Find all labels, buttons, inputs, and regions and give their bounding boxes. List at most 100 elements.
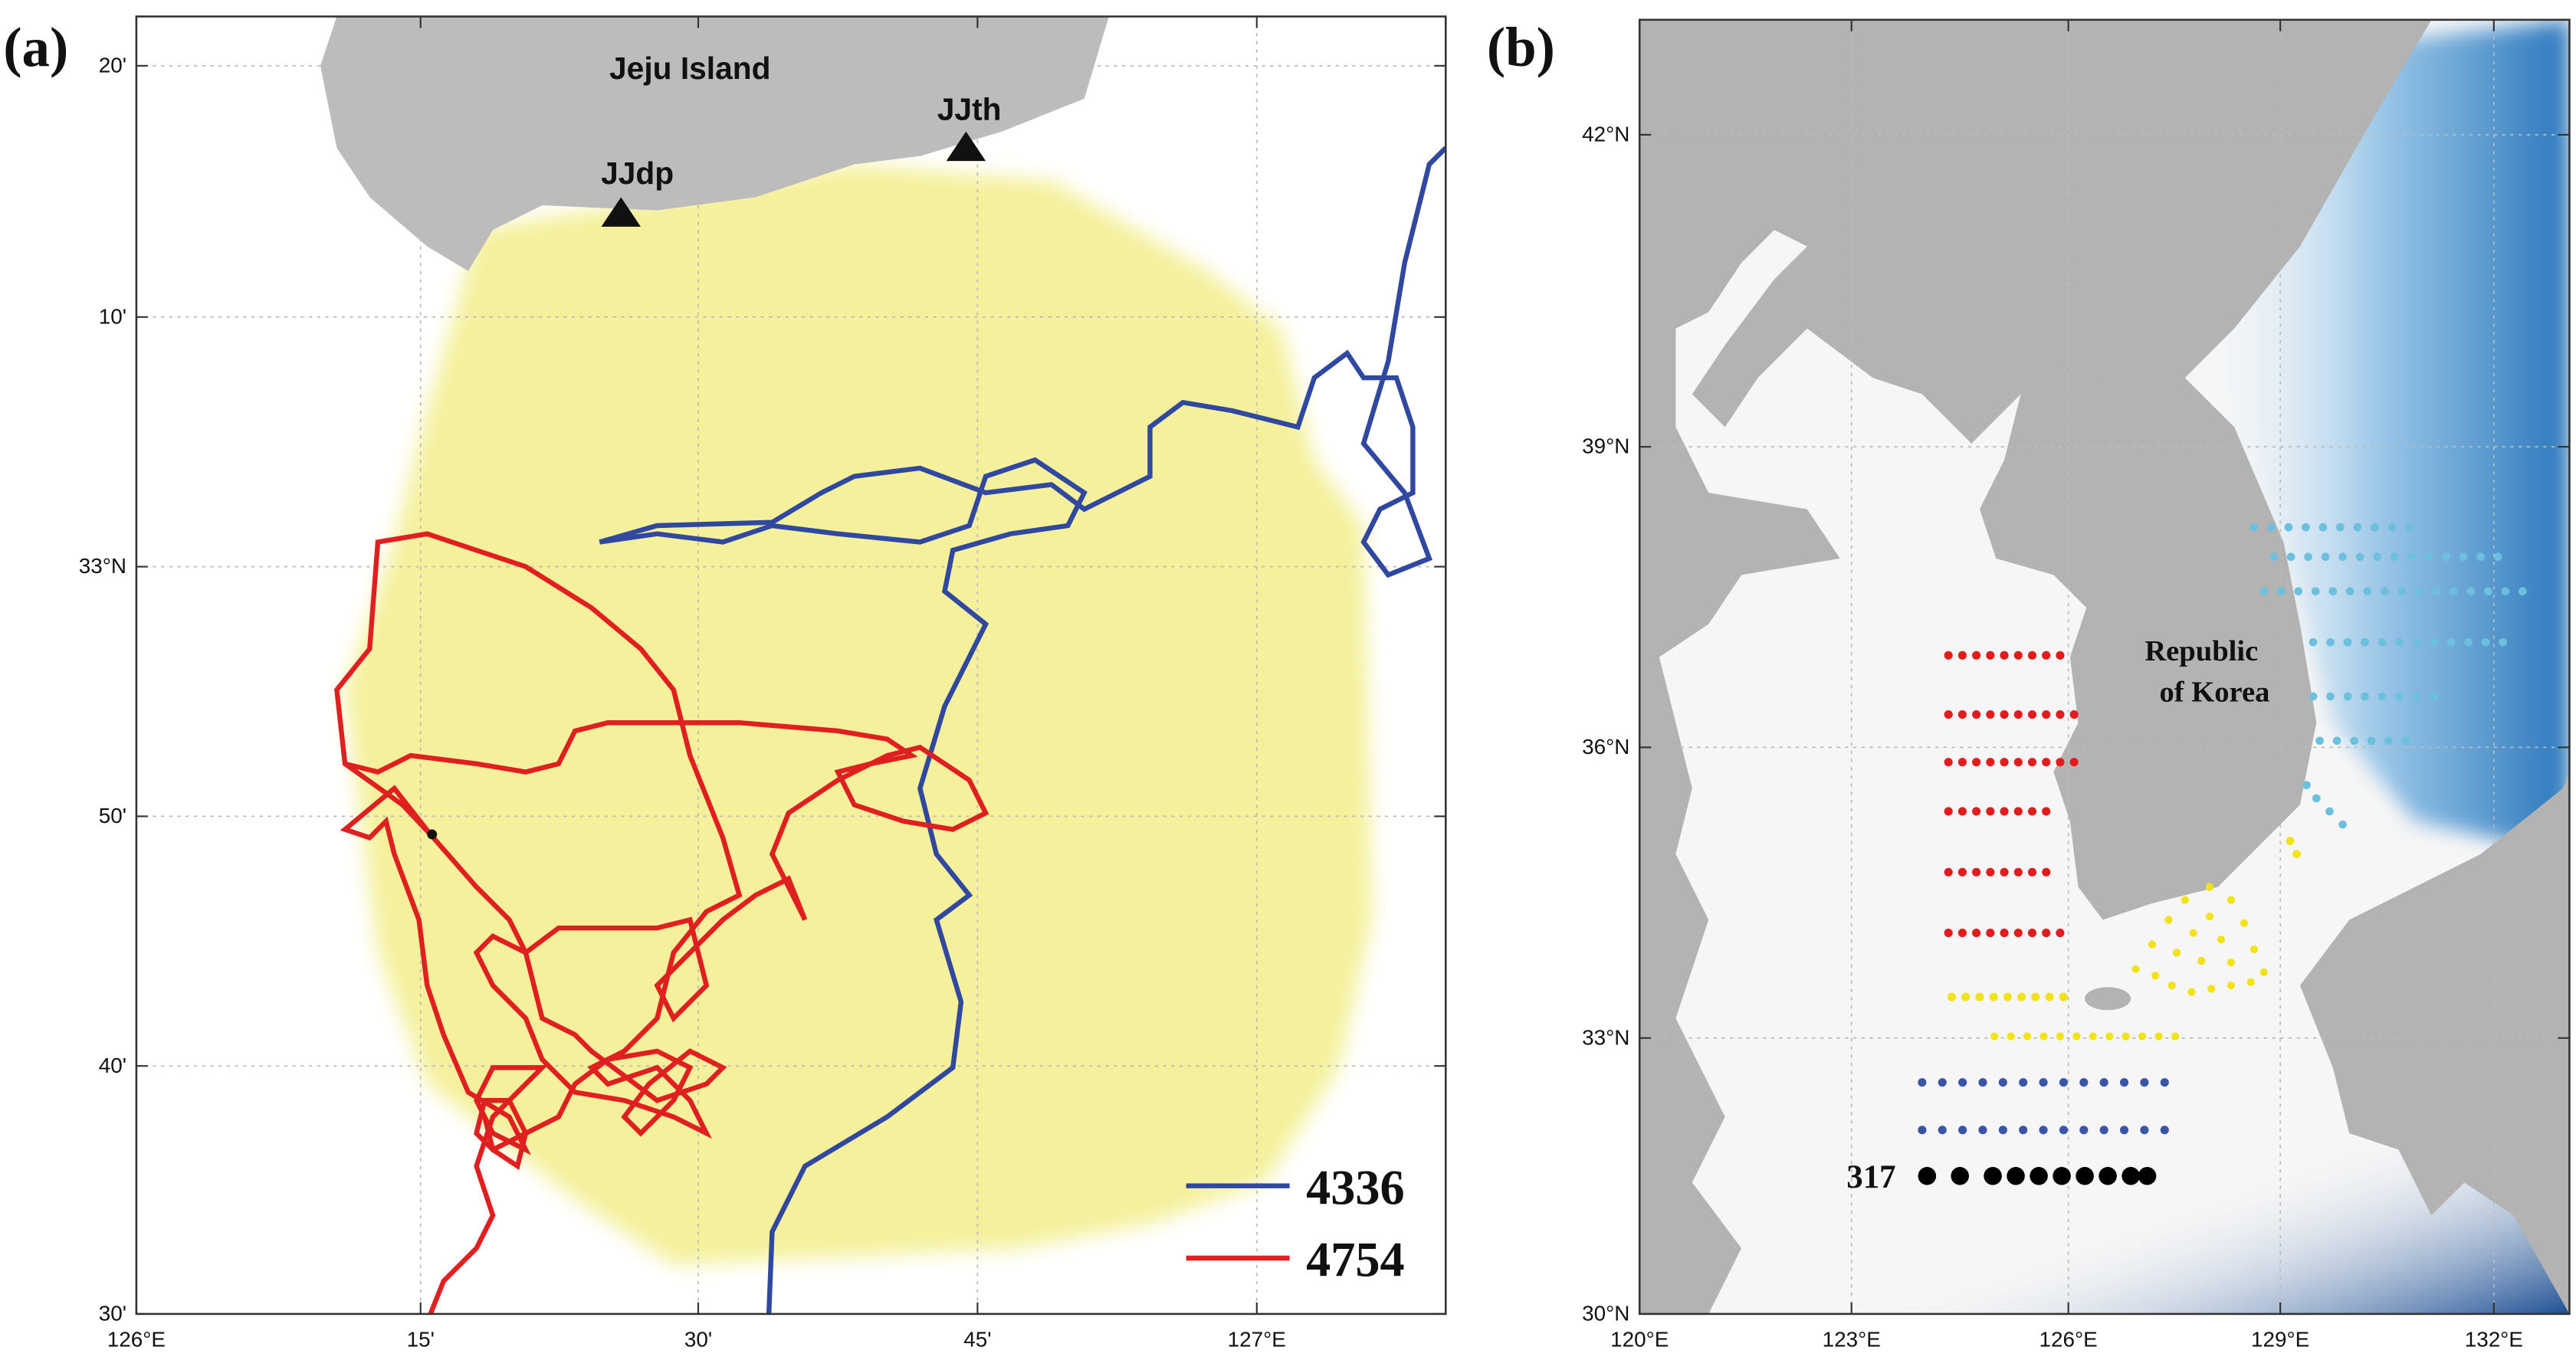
- station-dot: [2030, 1167, 2048, 1185]
- station-dot: [2027, 867, 2037, 877]
- station-dot: [2187, 988, 2196, 996]
- x-tick-label: 129°E: [2251, 1328, 2309, 1352]
- station-dot: [1986, 651, 1995, 660]
- x-tick-label: 123°E: [1823, 1328, 1881, 1352]
- y-tick-label: 39°N: [1582, 434, 1629, 458]
- y-tick-label: 20': [99, 53, 126, 77]
- panel-label: (b): [1487, 16, 1555, 78]
- station-dot: [1961, 992, 1971, 1001]
- station-dot: [2079, 1078, 2089, 1087]
- trajectory-4336: [599, 146, 1446, 1314]
- station-dot: [2276, 587, 2286, 596]
- land-jeju: [2085, 987, 2131, 1011]
- panel-b: (b) Republic of Korea 317 42°N 39°N 36°N 33…: [1487, 16, 2571, 1352]
- station-dot: [2446, 637, 2456, 647]
- x-axis: 120°E 123°E 126°E 129°E 132°E: [1610, 19, 2523, 1352]
- station-dot: [1972, 758, 1981, 767]
- station-dot: [2027, 758, 2037, 767]
- station-dot: [2259, 968, 2268, 977]
- station-dot: [1972, 709, 1981, 719]
- station-dot: [1986, 929, 1995, 938]
- x-tick-label: 132°E: [2465, 1328, 2523, 1352]
- station-dot: [2089, 1032, 2097, 1040]
- legend-label: 4754: [1306, 1233, 1405, 1287]
- station-dot: [2217, 936, 2226, 944]
- station-dot: [2042, 709, 2051, 719]
- station-dot: [2380, 587, 2389, 596]
- station-dot: [2197, 956, 2206, 965]
- island-label: Jeju Island: [609, 51, 770, 86]
- station-dot: [2343, 692, 2352, 701]
- station-marker: [946, 131, 986, 162]
- station-dot: [1998, 1078, 2007, 1087]
- station-dot: [2079, 1126, 2089, 1135]
- station-dot: [1944, 867, 1953, 877]
- station-dot: [1972, 807, 1981, 816]
- station-dot: [1918, 1078, 1927, 1087]
- station-dot: [1975, 992, 1984, 1001]
- station-dot: [2000, 709, 2009, 719]
- station-dot: [2059, 992, 2068, 1001]
- station-dot: [2027, 709, 2037, 719]
- station-dot: [2056, 651, 2065, 660]
- station-dot: [2302, 523, 2310, 532]
- y-tick-label: 50': [99, 804, 126, 827]
- station-dot: [2309, 637, 2318, 647]
- station-dot: [2042, 929, 2051, 938]
- station-dot: [1958, 1078, 1967, 1087]
- station-dot: [2099, 1078, 2108, 1087]
- station-dot: [2013, 929, 2023, 938]
- station-dot: [2053, 1167, 2071, 1185]
- station-dot: [2059, 1126, 2069, 1135]
- station-dot: [1958, 1126, 1967, 1135]
- land-korea: [1979, 361, 2317, 920]
- x-tick-label: 126°E: [107, 1328, 166, 1352]
- station-dot: [2019, 1126, 2028, 1135]
- station-dot: [2151, 972, 2160, 980]
- station-dot: [2367, 736, 2376, 746]
- stations: [1918, 523, 2527, 1185]
- station-dot: [2031, 992, 2040, 1001]
- station-dot: [1972, 929, 1981, 938]
- station-dot: [2336, 523, 2345, 532]
- station-dot: [1938, 1078, 1947, 1087]
- station-dot: [2019, 1078, 2028, 1087]
- station-dot: [2518, 587, 2527, 596]
- station-dot: [2000, 929, 2009, 938]
- station-dot: [2483, 587, 2492, 596]
- station-dot: [2390, 552, 2399, 562]
- station-dot: [2140, 1126, 2149, 1135]
- country-label: of Korea: [2159, 676, 2269, 708]
- station-dot: [1938, 1126, 1947, 1135]
- station-dot: [1944, 709, 1953, 719]
- y-tick-label: 30°N: [1582, 1301, 1629, 1325]
- station-dot: [2122, 1032, 2130, 1040]
- station-dot: [2377, 637, 2387, 647]
- station-dot: [2148, 940, 2157, 949]
- y-axis: 20' 10' 33°N 50' 40' 30': [79, 53, 1446, 1325]
- station-dot: [2000, 807, 2009, 816]
- station-dot: [2309, 692, 2318, 701]
- station-dot: [2311, 587, 2320, 596]
- station-dot: [2027, 929, 2037, 938]
- x-tick-label: 120°E: [1610, 1328, 1669, 1352]
- station-dot: [2338, 552, 2347, 562]
- station-dot: [2167, 981, 2176, 990]
- panel-a: (a) Jeju Island JJdp JJth 20' 10' 33°N 50' 4…: [3, 15, 1447, 1352]
- station-dot: [2138, 1167, 2157, 1185]
- station-dot: [2207, 985, 2216, 993]
- station-dot: [2361, 692, 2369, 701]
- station-dot: [2304, 552, 2312, 562]
- station-dot: [2227, 981, 2236, 990]
- station-dot: [2131, 965, 2140, 973]
- station-dot: [2023, 1032, 2032, 1040]
- station-dot: [2164, 916, 2173, 924]
- x-tick-label: 126°E: [2039, 1328, 2098, 1352]
- station-dot: [2076, 1167, 2094, 1185]
- station-dot: [1951, 1167, 1969, 1185]
- station-dot: [2013, 758, 2023, 767]
- station-dot: [2249, 523, 2259, 532]
- station-dot: [2315, 736, 2324, 746]
- station-dot: [2414, 587, 2423, 596]
